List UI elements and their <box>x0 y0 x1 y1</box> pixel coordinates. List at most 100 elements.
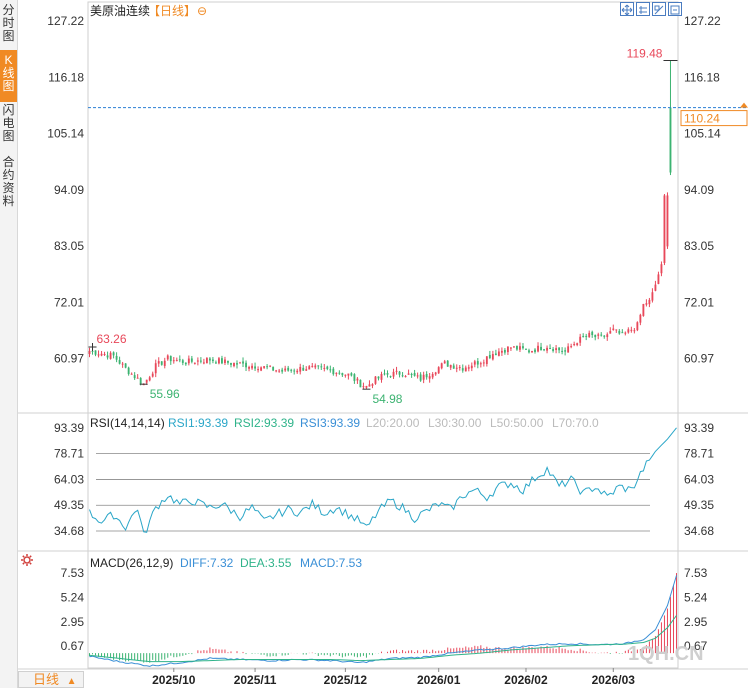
candle-body <box>263 366 266 368</box>
candle-body <box>564 350 567 352</box>
candle-body <box>266 366 269 368</box>
candle-body <box>227 360 229 363</box>
rsi-tick-left: 34.68 <box>54 524 84 538</box>
tab-time-sharing[interactable]: 分 时 图 <box>2 3 15 43</box>
rsi-level-label: L30:30.00 <box>428 416 482 430</box>
candle-body <box>257 369 260 371</box>
tab-flash-chart[interactable]: 闪 电 图 <box>2 103 15 143</box>
crosshair-tool-icon[interactable] <box>620 2 634 16</box>
candle-body <box>588 332 591 338</box>
price-tick-left: 72.01 <box>54 295 84 309</box>
rsi-title: RSI(14,14,14) <box>90 416 165 430</box>
candle-body <box>97 354 100 356</box>
candle-body <box>251 365 253 369</box>
price-tick-left: 105.14 <box>47 127 84 141</box>
candle-body <box>546 347 548 351</box>
candle-body <box>272 366 275 371</box>
candle-body <box>221 358 223 364</box>
candle-body <box>624 332 627 334</box>
tab-contract-info[interactable]: 合 约 资 料 <box>2 155 15 208</box>
candle-body <box>166 355 169 360</box>
candle-body <box>350 373 353 376</box>
candle-body <box>112 352 115 356</box>
candle-body <box>392 371 395 377</box>
candle-body <box>446 360 449 367</box>
macd-dif-line <box>89 575 677 667</box>
candle-body <box>425 374 428 378</box>
candle-body <box>205 358 208 364</box>
candle-body <box>657 274 660 284</box>
rsi-tick-right: 34.68 <box>684 524 714 538</box>
candle-body <box>528 350 530 353</box>
candle-body <box>555 348 558 350</box>
zoom-in-icon[interactable] <box>636 2 650 16</box>
candle-body <box>106 355 109 358</box>
candle-body <box>485 356 488 364</box>
candle-body <box>163 360 166 366</box>
candle-body <box>293 370 296 372</box>
candle-body <box>94 350 97 355</box>
tab-kline[interactable]: K 线 图 <box>0 50 17 102</box>
draw-line-icon[interactable] <box>652 2 666 16</box>
annotation-low-55: 55.96 <box>150 387 180 401</box>
last-price-label: 110.24 <box>684 112 720 126</box>
settings-icon[interactable] <box>668 2 682 16</box>
macd-diff-value: DIFF:7.32 <box>180 556 234 570</box>
candle-body <box>254 366 256 369</box>
candle-body <box>368 384 371 387</box>
candle-body <box>531 350 533 353</box>
candle-body <box>169 356 172 362</box>
rsi-tick-left: 49.35 <box>54 498 84 512</box>
candle-body <box>537 345 539 352</box>
rsi-tick-right: 93.39 <box>684 421 714 435</box>
candle-body <box>308 366 311 370</box>
candle-body <box>582 336 585 338</box>
candle-body <box>199 360 202 362</box>
candle-body <box>410 373 413 375</box>
candle-body <box>236 363 238 365</box>
price-tick-left: 116.18 <box>48 70 84 84</box>
candle-body <box>488 354 491 359</box>
candle-body <box>416 375 419 377</box>
candle-body <box>407 373 410 375</box>
rsi-level-label: L50:50.00 <box>490 416 544 430</box>
candle-body <box>452 365 455 369</box>
candle-body <box>663 195 666 263</box>
candle-body <box>621 332 624 334</box>
candle-body <box>413 373 416 376</box>
rsi-line <box>89 427 677 533</box>
candle-body <box>500 350 503 353</box>
candle-body <box>428 376 431 379</box>
candle-body <box>208 358 211 361</box>
period-selector[interactable]: 日线 ▲ <box>18 671 84 688</box>
candle-body <box>130 373 133 375</box>
candle-body <box>245 362 247 368</box>
candle-body <box>419 374 422 381</box>
candle-body <box>359 379 362 388</box>
last-price-box <box>680 110 748 127</box>
candle-body <box>491 354 494 360</box>
x-axis-label: 2026/01 <box>417 673 461 687</box>
candle-body <box>398 371 401 375</box>
macd-tick-left: 0.67 <box>61 639 85 653</box>
candle-body <box>202 362 205 364</box>
rsi2-value: RSI2:93.39 <box>234 416 294 430</box>
candle-body <box>389 376 392 378</box>
candle-body <box>383 373 386 375</box>
candle-body <box>377 376 380 379</box>
indicator-settings-icon[interactable] <box>21 554 33 566</box>
candle-body <box>642 303 645 316</box>
candle-body <box>296 370 299 373</box>
candle-body <box>519 346 521 350</box>
candle-body <box>380 373 383 380</box>
candle-body <box>513 346 515 348</box>
rsi-tick-left: 93.39 <box>54 421 84 435</box>
price-tick-right: 105.14 <box>684 127 721 141</box>
candle-body <box>558 347 561 351</box>
candle-body <box>654 284 657 291</box>
period-label: 日线 <box>33 672 60 687</box>
candle-body <box>302 367 305 371</box>
annotation-high-63: 63.26 <box>97 332 127 346</box>
candle-body <box>609 331 612 334</box>
collapse-toggle-icon[interactable]: ⊖ <box>197 4 207 18</box>
